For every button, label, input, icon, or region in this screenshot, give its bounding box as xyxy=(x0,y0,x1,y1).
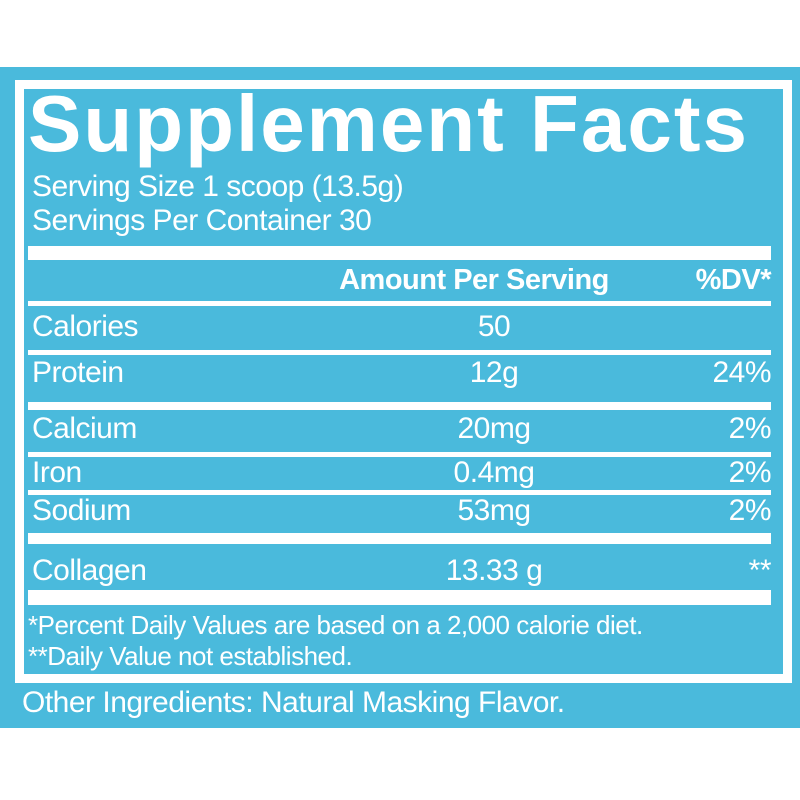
label-title: Supplement Facts xyxy=(28,79,750,168)
nutrient-dv: 2% xyxy=(728,456,772,489)
nutrient-amount: 20mg xyxy=(457,412,531,445)
nutrient-name: Protein xyxy=(32,356,124,389)
nutrient-dv-asterisks: ** xyxy=(748,554,772,587)
nutrient-amount: 53mg xyxy=(457,494,531,527)
percent-dv-header: %DV* xyxy=(695,264,772,296)
servings-per-container-text: Servings Per Container 30 xyxy=(32,204,372,237)
nutrient-dv: 2% xyxy=(728,412,772,445)
nutrient-row-protein: Protein 12g 24% xyxy=(28,355,771,397)
nutrient-row-sodium: Sodium 53mg 2% xyxy=(28,493,772,535)
divider-thick-top xyxy=(28,246,771,260)
divider-thick-bottom xyxy=(28,590,771,605)
nutrient-name: Collagen xyxy=(32,554,147,587)
nutrient-amount: 12g xyxy=(469,356,519,389)
nutrient-amount: 0.4mg xyxy=(453,456,535,489)
nutrient-amount: 50 xyxy=(477,310,511,343)
column-header-row: Amount Per Serving %DV* xyxy=(28,263,771,299)
divider-medium xyxy=(28,402,771,410)
label-frame: Supplement Facts Serving Size 1 scoop (1… xyxy=(15,80,792,683)
nutrient-row-collagen: Collagen 13.33 g ** xyxy=(28,553,772,595)
nutrient-row-calories: Calories 50 xyxy=(28,309,771,351)
nutrient-row-iron: Iron 0.4mg 2% xyxy=(28,455,772,497)
footnote-not-established: **Daily Value not established. xyxy=(28,641,353,671)
divider-thin xyxy=(28,452,771,457)
nutrient-amount: 13.33 g xyxy=(445,554,543,587)
nutrient-name: Calcium xyxy=(32,412,137,445)
nutrient-row-calcium: Calcium 20mg 2% xyxy=(28,411,772,453)
nutrient-dv: 2% xyxy=(728,494,772,527)
divider-medium-thick xyxy=(28,533,771,544)
nutrient-name: Calories xyxy=(32,310,139,343)
divider-thin xyxy=(28,350,771,355)
divider-thin xyxy=(28,301,771,306)
divider-thin xyxy=(28,490,771,495)
supplement-label-panel: Supplement Facts Serving Size 1 scoop (1… xyxy=(0,67,800,728)
nutrient-name: Iron xyxy=(32,456,82,489)
nutrient-name: Sodium xyxy=(32,494,131,527)
amount-per-serving-header: Amount Per Serving xyxy=(339,264,609,296)
nutrient-dv: 24% xyxy=(712,356,771,389)
footnote-daily-values: *Percent Daily Values are based on a 2,0… xyxy=(28,610,643,640)
other-ingredients-text: Other Ingredients: Natural Masking Flavo… xyxy=(22,686,565,719)
serving-size-text: Serving Size 1 scoop (13.5g) xyxy=(32,170,404,203)
